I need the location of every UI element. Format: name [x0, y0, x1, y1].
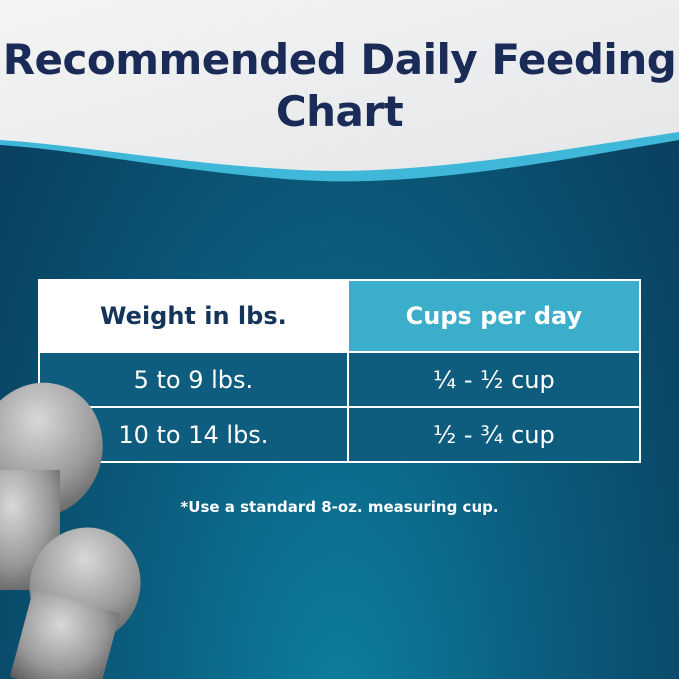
table-header-row: Weight in lbs. Cups per day — [38, 279, 642, 353]
header-weight: Weight in lbs. — [38, 279, 349, 353]
page-title: Recommended Daily Feeding Chart — [2, 35, 677, 136]
marble-header-background — [0, 0, 679, 182]
cell-cups: ½ - ¾ cup — [346, 406, 642, 463]
header-cups: Cups per day — [346, 279, 642, 353]
footnote: *Use a standard 8-oz. measuring cup. — [180, 498, 499, 516]
cell-weight: 5 to 9 lbs. — [38, 351, 349, 408]
table-row: 5 to 9 lbs. ¼ - ½ cup — [38, 351, 642, 408]
cat-paws-image — [0, 382, 141, 679]
cell-cups: ¼ - ½ cup — [346, 351, 642, 408]
feeding-table: Weight in lbs. Cups per day 5 to 9 lbs. … — [38, 279, 642, 463]
